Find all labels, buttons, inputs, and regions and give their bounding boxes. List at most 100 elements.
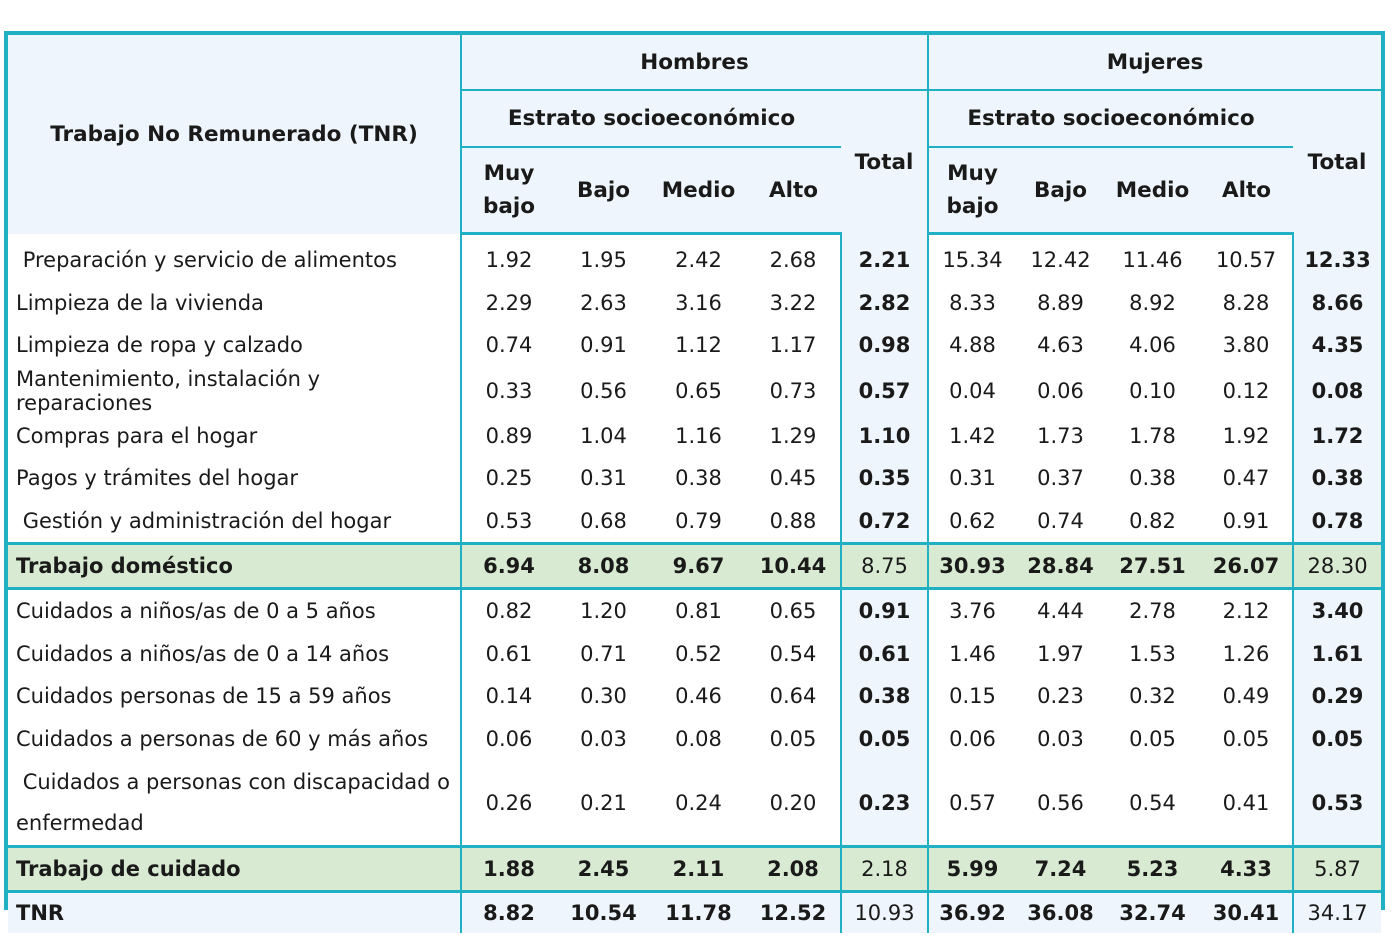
table-cell: 0.65 [746, 587, 841, 633]
table-cell: 0.79 [675, 508, 722, 533]
table-cell: 2.45 [556, 845, 651, 892]
table-cell: 1.78 [1129, 423, 1176, 448]
table-row: Gestión y administración del hogar 0.53 0.… [8, 499, 1382, 544]
table-cell: 0.98 [840, 324, 929, 367]
subgroup-label: Estrato socioeconómico [507, 106, 796, 131]
table-cell: 0.73 [769, 378, 817, 403]
table-cell: 0.05 [840, 717, 929, 760]
table-cell: 0.32 [1129, 684, 1176, 709]
table-cell: 3.80 [1222, 333, 1270, 358]
total-header-hombres: Total [841, 89, 929, 234]
table-cell: 4.44 [1016, 587, 1105, 633]
table-row: TNR 8.82 10.54 11.78 12.52 10.93 36.92 36.08 32.… [8, 890, 1382, 933]
table-cell: 0.06 [949, 726, 996, 751]
table-cell: 0.38 [675, 466, 722, 491]
table-cell: 27.51 [1105, 542, 1200, 589]
table-cell: 8.92 [1129, 290, 1176, 315]
table-cell: 0.88 [769, 508, 817, 533]
table-cell: 0.49 [1222, 684, 1270, 709]
group-label: Mujeres [1106, 49, 1204, 75]
table-cell: 8.89 [1037, 290, 1084, 315]
table-cell: 0.61 [485, 641, 533, 666]
subgroup-label: Estrato socioeconómico [967, 106, 1255, 131]
table-cell: 0.45 [769, 466, 817, 491]
table-cell: 1.42 [949, 423, 996, 448]
table-cell: 10.54 [556, 890, 651, 933]
stratum-header-alto-m: Alto [1200, 147, 1293, 235]
table-cell: 0.30 [580, 684, 627, 709]
table-cell: 0.03 [1037, 726, 1084, 751]
table-cell: 12.33 [1291, 233, 1382, 282]
table-cell: 0.46 [675, 684, 722, 709]
table-cell: 0.54 [769, 641, 817, 666]
table-cell: 10.57 [1215, 248, 1277, 273]
table-cell: 2.21 [840, 233, 929, 282]
table-cell: 0.57 [949, 790, 996, 815]
table-cell: 36.08 [1016, 890, 1105, 933]
table-cell: 0.65 [675, 378, 722, 403]
row-label: Limpieza de la vivienda [8, 281, 462, 324]
stratum-header-bajo-m: Bajo [1016, 147, 1105, 235]
table-cell: 1.46 [949, 641, 996, 666]
table-cell: 2.42 [675, 248, 722, 273]
table-cell: 0.05 [1129, 726, 1176, 751]
table-cell: 11.46 [1122, 248, 1183, 273]
table-row: Cuidados personas de 15 a 59 años 0.14 0.3… [8, 675, 1382, 718]
table-cell: 8.28 [1222, 290, 1270, 315]
table-header: Trabajo No Remunerado (TNR) Hombres Muje… [8, 35, 1382, 235]
table-cell: 0.57 [840, 366, 929, 415]
table-cell: 0.52 [675, 641, 722, 666]
table-cell: 0.03 [580, 726, 627, 751]
table-cell: 0.21 [580, 790, 627, 815]
table-cell: 30.41 [1200, 890, 1293, 933]
table-cell: 0.68 [580, 508, 627, 533]
table-cell: 4.06 [1129, 333, 1176, 358]
table-cell: 2.08 [746, 845, 841, 892]
table-cell: 0.89 [485, 423, 533, 448]
table-cell: 3.76 [928, 587, 1016, 633]
tnr-table: Trabajo No Remunerado (TNR) Hombres Muje… [8, 35, 1382, 933]
table-cell: 4.35 [1291, 324, 1382, 367]
stratum-header-alto-h: Alto [746, 147, 841, 235]
table-row: Compras para el hogar 0.89 1.04 1.16 1.29 1.1… [8, 414, 1382, 457]
table-cell: 15.34 [942, 248, 1003, 273]
table-cell: 0.78 [1291, 499, 1382, 544]
table-cell: 0.91 [580, 333, 627, 358]
table-cell: 0.31 [580, 466, 627, 491]
table-cell: 0.23 [840, 760, 929, 847]
stratum-header-bajo-h: Bajo [556, 147, 651, 235]
table-cell: 1.97 [1037, 641, 1084, 666]
group-header-mujeres: Mujeres [928, 35, 1382, 90]
table-cell: 1.88 [461, 845, 556, 892]
table-cell: 10.44 [746, 542, 841, 589]
table-cell: 0.74 [485, 333, 533, 358]
subgroup-header-mujeres: Estrato socioeconómico [928, 89, 1293, 148]
table-cell: 2.29 [485, 290, 533, 315]
row-label: Cuidados a personas con discapacidad o e… [8, 760, 462, 847]
table-cell: 6.94 [461, 542, 556, 589]
table-cell: 28.84 [1016, 542, 1105, 589]
table-cell: 4.63 [1037, 333, 1084, 358]
table-cell: 1.29 [769, 423, 817, 448]
table-cell: 0.71 [580, 641, 627, 666]
table-cell: 0.15 [949, 684, 996, 709]
table-cell: 26.07 [1200, 542, 1293, 589]
table-cell: 0.62 [949, 508, 996, 533]
row-label: Gestión y administración del hogar [8, 499, 462, 544]
table-cell: 0.38 [1291, 457, 1382, 500]
table-cell: 0.72 [840, 499, 929, 544]
table-row: Cuidados a personas de 60 y más años 0.06… [8, 717, 1382, 760]
table-cell: 1.12 [675, 333, 722, 358]
table-cell: 1.20 [556, 587, 651, 633]
table-cell: 1.17 [769, 333, 817, 358]
row-label: Compras para el hogar [8, 414, 462, 457]
table-cell: 0.38 [840, 675, 929, 718]
row-label: Cuidados a niños/as de 0 a 14 años [8, 632, 462, 675]
table-cell: 0.56 [580, 378, 627, 403]
subgroup-header-hombres: Estrato socioeconómico [461, 89, 841, 148]
total-header-mujeres: Total [1293, 89, 1382, 234]
table-cell: 0.82 [461, 587, 556, 633]
table-cell: 2.68 [769, 248, 817, 273]
table-cell: 5.23 [1105, 845, 1200, 892]
table-cell: 0.05 [1222, 726, 1270, 751]
